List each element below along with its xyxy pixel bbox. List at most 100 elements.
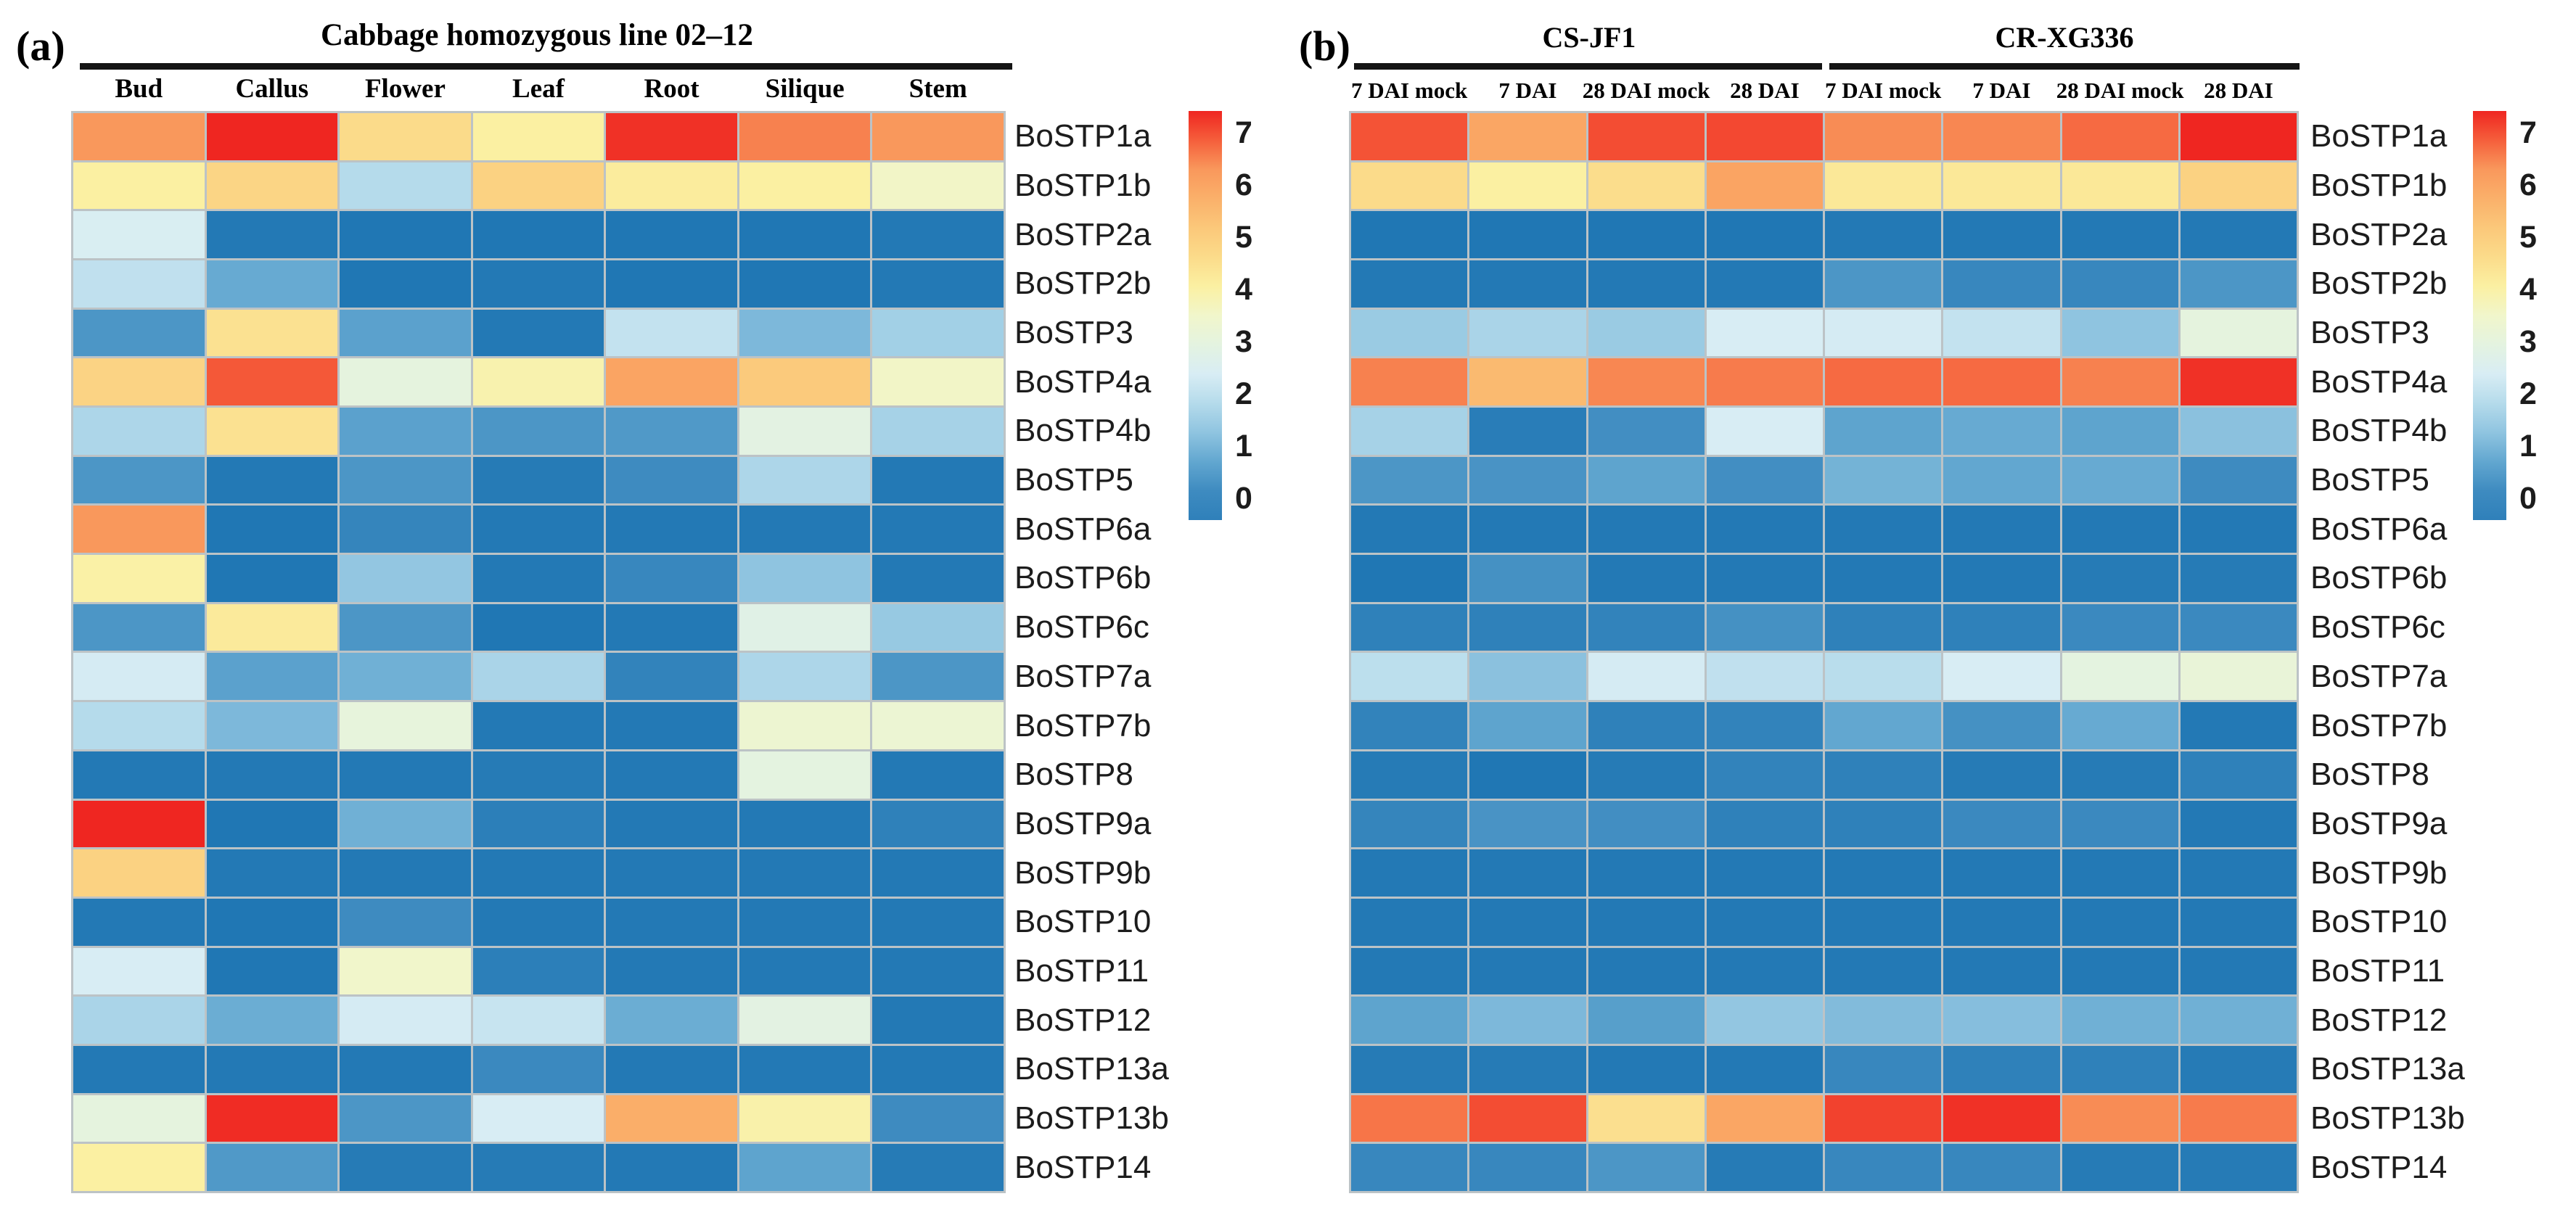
heatmap-cell: [340, 555, 471, 602]
colorbar-tick-label: 1: [2519, 429, 2537, 463]
heatmap-cell: [340, 162, 471, 210]
heatmap-cell: [1706, 456, 1823, 504]
heatmap-cell: [1469, 260, 1586, 308]
heatmap-cell: [872, 162, 1004, 210]
heatmap-cell: [206, 113, 338, 160]
heatmap-cell: [606, 947, 737, 995]
heatmap-cell: [1588, 309, 1705, 357]
heatmap-cell: [472, 555, 604, 602]
heatmap-cell: [739, 555, 871, 602]
heatmap-cell: [1351, 408, 1468, 455]
row-label: BoSTP6b: [1014, 560, 1152, 596]
heatmap-cell: [1469, 653, 1586, 701]
heatmap-cell: [739, 702, 871, 749]
heatmap-cell: [1825, 653, 1942, 701]
heatmap-cell: [206, 751, 338, 799]
panel-a-colorbar: [1189, 111, 1222, 520]
heatmap-cell: [73, 1144, 205, 1191]
heatmap-cell: [1943, 358, 2060, 406]
row-label: BoSTP9b: [2310, 854, 2448, 891]
heatmap-cell: [340, 849, 471, 897]
heatmap-cell: [2062, 260, 2178, 308]
row-label: BoSTP10: [1014, 904, 1152, 940]
colorbar-tick-label: 4: [1235, 272, 1252, 307]
heatmap-cell: [73, 702, 205, 749]
row-label: BoSTP11: [1014, 952, 1149, 989]
heatmap-cell: [472, 1045, 604, 1093]
heatmap-cell: [340, 309, 471, 357]
heatmap-cell: [206, 702, 338, 749]
row-label: BoSTP13b: [1014, 1100, 1169, 1136]
heatmap-cell: [1588, 211, 1705, 259]
heatmap-cell: [2180, 113, 2297, 160]
heatmap-cell: [2180, 1144, 2297, 1191]
heatmap-cell: [472, 506, 604, 553]
heatmap-cell: [1469, 309, 1586, 357]
heatmap-cell: [1351, 751, 1468, 799]
heatmap-cell: [2180, 162, 2297, 210]
heatmap-cell: [2180, 1045, 2297, 1093]
heatmap-cell: [872, 751, 1004, 799]
panel-b-group-label-csjf1: CS-JF1: [1542, 21, 1636, 54]
heatmap-cell: [2062, 113, 2178, 160]
heatmap-cell: [2180, 506, 2297, 553]
row-label: BoSTP7a: [1014, 658, 1152, 694]
heatmap-cell: [606, 997, 737, 1044]
heatmap-cell: [2180, 309, 2297, 357]
row-label: BoSTP2a: [2310, 216, 2448, 252]
heatmap-cell: [739, 408, 871, 455]
heatmap-cell: [73, 898, 205, 946]
heatmap-cell: [1469, 1144, 1586, 1191]
heatmap-cell: [1706, 653, 1823, 701]
heatmap-cell: [872, 309, 1004, 357]
heatmap-cell: [340, 1144, 471, 1191]
heatmap-cell: [606, 1144, 737, 1191]
heatmap-cell: [2180, 456, 2297, 504]
heatmap-cell: [1825, 260, 1942, 308]
heatmap-cell: [1943, 947, 2060, 995]
heatmap-cell: [206, 555, 338, 602]
heatmap-cell: [73, 506, 205, 553]
heatmap-cell: [739, 947, 871, 995]
row-label: BoSTP2b: [2310, 265, 2448, 302]
column-header: 7 DAI: [1498, 78, 1557, 103]
colorbar-tick-label: 2: [1235, 376, 1252, 411]
heatmap-cell: [872, 702, 1004, 749]
heatmap-cell: [340, 603, 471, 651]
heatmap-cell: [1943, 898, 2060, 946]
heatmap-cell: [1588, 1095, 1705, 1142]
heatmap-cell: [739, 800, 871, 848]
heatmap-cell: [739, 1095, 871, 1142]
heatmap-cell: [872, 1144, 1004, 1191]
heatmap-cell: [2062, 947, 2178, 995]
heatmap-cell: [472, 653, 604, 701]
heatmap-cell: [606, 260, 737, 308]
heatmap-cell: [1469, 113, 1586, 160]
heatmap-cell: [1588, 997, 1705, 1044]
heatmap-cell: [340, 653, 471, 701]
column-header: Bud: [115, 74, 163, 104]
heatmap-cell: [73, 997, 205, 1044]
heatmap-cell: [472, 456, 604, 504]
heatmap-cell: [340, 751, 471, 799]
heatmap-cell: [73, 113, 205, 160]
heatmap-cell: [73, 358, 205, 406]
heatmap-cell: [739, 358, 871, 406]
heatmap-cell: [2180, 800, 2297, 848]
heatmap-cell: [73, 211, 205, 259]
heatmap-cell: [1351, 947, 1468, 995]
heatmap-cell: [1588, 898, 1705, 946]
heatmap-cell: [1588, 456, 1705, 504]
colorbar-tick-label: 4: [2519, 272, 2537, 307]
heatmap-cell: [1469, 358, 1586, 406]
row-label: BoSTP3: [2310, 315, 2429, 351]
heatmap-cell: [206, 849, 338, 897]
heatmap-cell: [340, 113, 471, 160]
heatmap-cell: [340, 1045, 471, 1093]
heatmap-cell: [1825, 162, 1942, 210]
heatmap-cell: [472, 1095, 604, 1142]
column-header: 28 DAI mock: [2056, 78, 2184, 103]
row-label: BoSTP14: [1014, 1149, 1152, 1185]
heatmap-cell: [73, 1045, 205, 1093]
heatmap-cell: [1588, 849, 1705, 897]
